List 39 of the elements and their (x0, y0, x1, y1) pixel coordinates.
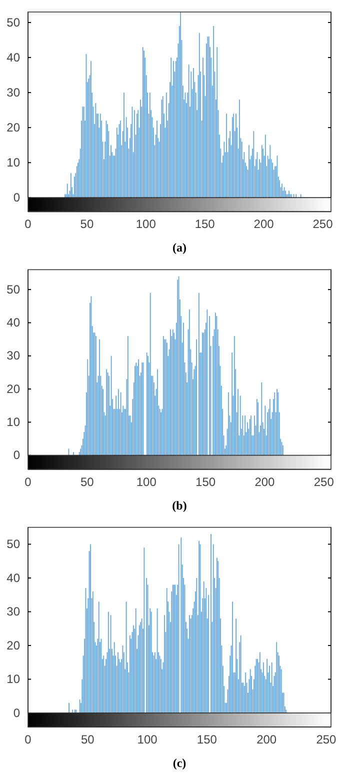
x-tick-label: 100 (137, 732, 158, 747)
y-tick-label: 10 (6, 415, 20, 430)
x-tick-label: 100 (136, 217, 156, 232)
y-tick-label: 30 (6, 604, 20, 619)
y-tick-label: 10 (6, 672, 20, 686)
y-tick-label: 30 (6, 348, 20, 363)
y-tick-label: 0 (13, 190, 20, 205)
y-tick-label: 40 (6, 570, 20, 585)
x-tick-label: 50 (80, 217, 94, 232)
x-tick-label: 0 (24, 732, 32, 747)
x-tick-label: 250 (316, 732, 337, 747)
x-tick-label: 0 (24, 474, 32, 489)
x-tick-label: 200 (254, 217, 274, 232)
text: (a) (172, 240, 186, 255)
x-tick-label: 200 (256, 732, 277, 747)
x-tick-label: 150 (196, 474, 216, 489)
y-tick-label: 20 (6, 382, 20, 396)
x-tick-label: 250 (314, 474, 334, 489)
x-tick-label: 150 (194, 217, 216, 232)
x-tick-label: 100 (136, 474, 157, 489)
x-tick-label: 50 (80, 732, 95, 747)
x-tick-label: 50 (80, 474, 94, 489)
y-tick-label: 10 (6, 155, 20, 170)
y-tick-label: 0 (13, 706, 20, 720)
y-tick-label: 20 (6, 120, 20, 134)
text: (b) (172, 498, 187, 512)
y-tick-label: 40 (6, 50, 20, 64)
y-tick-label: 30 (6, 85, 20, 100)
y-tick-label: 50 (6, 282, 20, 296)
x-tick-label: 0 (24, 217, 32, 232)
y-tick-label: 0 (13, 448, 20, 462)
y-tick-label: 40 (6, 316, 20, 330)
y-tick-label: 50 (6, 15, 20, 30)
y-tick-label: 50 (6, 537, 20, 552)
x-tick-label: 250 (312, 217, 334, 232)
x-tick-label: 150 (196, 732, 218, 747)
y-tick-label: 20 (6, 638, 20, 652)
x-tick-label: 200 (254, 474, 276, 489)
text: (c) (172, 756, 186, 770)
